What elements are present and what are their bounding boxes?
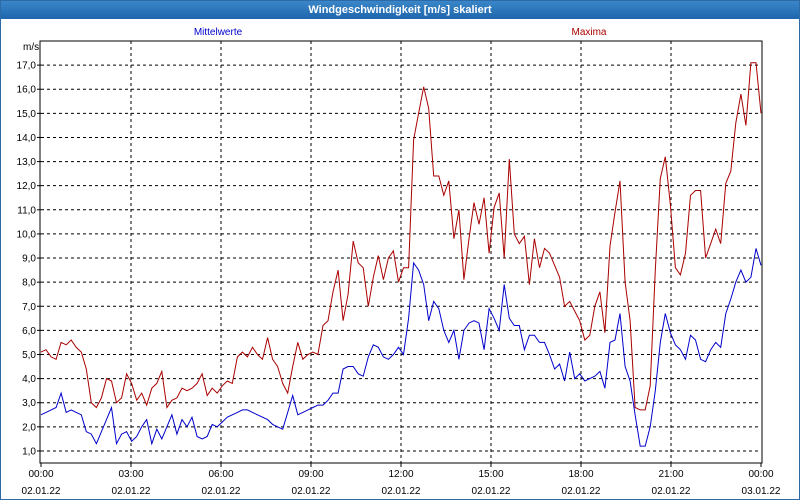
x-tick-date: 02.01.22: [382, 486, 421, 497]
x-tick-date: 02.01.22: [562, 486, 601, 497]
x-tick-date: 03.01.22: [742, 486, 781, 497]
x-axis: 00:00 02.01.22 03:00 02.01.22 06:00 02.01.22 0…: [22, 463, 781, 497]
x-tick-time: 03:00: [118, 469, 143, 480]
y-tick-label: 14,0: [17, 133, 37, 144]
x-tick-time: 21:00: [658, 469, 683, 480]
x-tick-time: 00:00: [748, 469, 773, 480]
x-tick-time: 15:00: [478, 469, 503, 480]
x-tick-time: 09:00: [298, 469, 323, 480]
x-tick-time: 06:00: [208, 469, 233, 480]
series-line-mittelwerte: [40, 248, 762, 447]
y-tick-label: 16,0: [17, 85, 37, 96]
y-tick-label: 2,0: [22, 422, 36, 433]
y-tick-label: 5,0: [22, 350, 36, 361]
series-line-maxima: [40, 62, 762, 411]
x-tick-date: 02.01.22: [202, 486, 241, 497]
x-tick-date: 02.01.22: [292, 486, 331, 497]
x-tick-date: 02.01.22: [112, 486, 151, 497]
y-tick-label: 7,0: [22, 302, 36, 313]
series-lines: [40, 62, 762, 447]
y-tick-label: 13,0: [17, 157, 37, 168]
legend-mittelwerte: Mittelwerte: [194, 27, 243, 38]
y-axis: 1,0 2,0 3,0 4,0 5,0 6,0 7,0 8,0 9,0 10,0 11,0 12,0 1…: [17, 61, 41, 457]
y-tick-label: 4,0: [22, 374, 36, 385]
y-tick-label: 15,0: [17, 109, 37, 120]
window-title: Windgeschwindigkeit [m/s] skaliert: [1, 1, 799, 19]
y-tick-label: 1,0: [22, 446, 36, 457]
grid: [41, 41, 761, 463]
y-tick-label: 8,0: [22, 278, 36, 289]
x-tick-date: 02.01.22: [22, 486, 61, 497]
x-tick-time: 12:00: [388, 469, 413, 480]
y-tick-label: 10,0: [17, 229, 37, 240]
x-tick-date: 02.01.22: [652, 486, 691, 497]
x-tick-date: 02.01.22: [472, 486, 511, 497]
y-tick-label: 17,0: [17, 61, 37, 72]
legend-maxima: Maxima: [571, 27, 606, 38]
y-axis-label: m/s: [23, 42, 39, 53]
y-tick-label: 9,0: [22, 254, 36, 265]
y-tick-label: 11,0: [17, 205, 36, 216]
y-tick-label: 3,0: [22, 398, 36, 409]
x-tick-time: 00:00: [28, 469, 53, 480]
x-tick-time: 18:00: [568, 469, 593, 480]
y-tick-label: 12,0: [17, 181, 37, 192]
y-tick-label: 6,0: [22, 326, 36, 337]
